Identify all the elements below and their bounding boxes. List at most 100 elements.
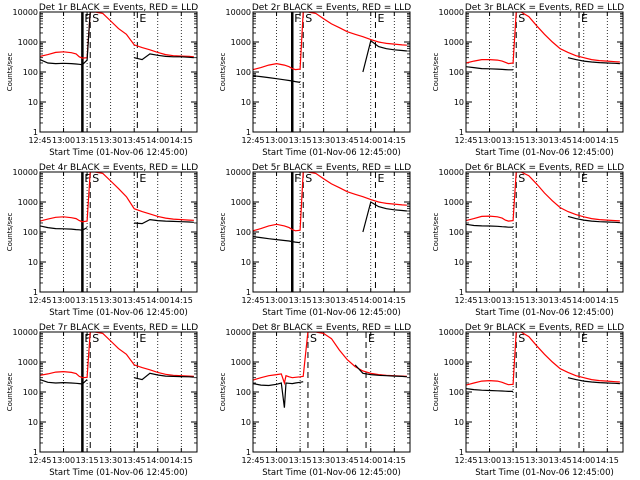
series-line-events [466,215,620,228]
y-tick-label: 1 [33,288,38,297]
y-tick-label: 1000 [444,358,464,367]
chart-panel-1: Det 1r BLACK = Events, RED = LLD Counts/s… [6,3,198,158]
x-tick-label: 14:00 [146,456,169,465]
marker-label-S: S [518,12,525,25]
marker-label-E: E [368,332,375,345]
chart-panel-2: Det 2r BLACK = Events, RED = LLD Counts/s… [219,3,411,158]
x-tick-label: 13:00 [52,456,75,465]
x-tick-label: 14:15 [596,296,619,305]
marker-label-F: F [84,332,90,345]
y-tick-label: 1000 [231,38,251,47]
y-tick-label: 1000 [231,358,251,367]
x-tick-label: 14:15 [596,456,619,465]
chart-panel-9: Det 9r BLACK = Events, RED = LLD Counts/s… [432,323,624,478]
x-tick-label: 12:45 [454,136,477,145]
x-axis-label: Start Time (01-Nov-06 12:45:00) [49,148,188,158]
x-axis-label: Start Time (01-Nov-06 12:45:00) [49,308,188,318]
x-tick-label: 14:15 [383,136,406,145]
x-tick-label: 13:30 [312,136,335,145]
x-tick-label: 13:30 [525,456,548,465]
y-tick-label: 10000 [13,168,38,177]
x-tick-label: 13:15 [289,456,312,465]
x-tick-label: 12:45 [28,456,51,465]
x-tick-label: 13:45 [549,136,572,145]
plot-frame [252,11,411,133]
chart-title: Det 2r BLACK = Events, RED = LLD [252,3,411,13]
y-axis-label: Counts/sec [219,373,227,412]
x-tick-label: 13:00 [265,456,288,465]
x-tick-label: 12:45 [454,456,477,465]
y-tick-label: 1 [246,288,251,297]
x-tick-label: 13:15 [76,136,99,145]
series-line-lld [466,332,620,386]
y-tick-label: 1000 [444,198,464,207]
x-tick-label: 13:30 [525,136,548,145]
y-tick-label: 10000 [439,8,464,17]
chart-panel-6: Det 6r BLACK = Events, RED = LLD Counts/s… [432,163,624,318]
y-tick-label: 10000 [439,168,464,177]
x-tick-label: 12:45 [241,456,264,465]
x-tick-label: 14:00 [146,136,169,145]
x-tick-label: 14:00 [359,456,382,465]
x-tick-label: 12:45 [454,296,477,305]
series-line-events [253,364,407,408]
y-axis-label: Counts/sec [6,373,14,412]
x-tick-label: 14:15 [170,456,193,465]
x-tick-label: 13:45 [336,456,359,465]
x-tick-label: 12:45 [241,296,264,305]
y-tick-label: 10 [28,418,38,427]
series-line-events [466,57,620,71]
series-line-events [40,218,194,231]
marker-label-F: F [84,12,90,25]
y-tick-label: 1 [33,448,38,457]
marker-label-S: S [518,332,525,345]
y-tick-label: 10000 [13,8,38,17]
x-tick-label: 13:15 [502,456,525,465]
y-tick-label: 100 [236,228,251,237]
series-line-events [40,12,194,66]
plot-frame [465,171,624,293]
y-tick-label: 10000 [226,168,251,177]
marker-label-E: E [377,172,384,185]
y-tick-label: 1 [246,448,251,457]
series-line-lld [40,332,194,379]
x-tick-label: 14:00 [572,296,595,305]
x-tick-label: 14:00 [146,296,169,305]
series-line-events [253,201,407,244]
x-tick-label: 14:00 [572,136,595,145]
y-tick-label: 100 [449,388,464,397]
y-tick-label: 1 [33,128,38,137]
chart-panel-8: Det 8r BLACK = Events, RED = LLD Counts/s… [219,323,411,478]
x-axis-label: Start Time (01-Nov-06 12:45:00) [262,308,401,318]
x-tick-label: 13:45 [549,456,572,465]
plot-frame [39,331,198,453]
chart-panel-7: Det 7r BLACK = Events, RED = LLD Counts/s… [6,323,198,478]
marker-label-S: S [92,332,99,345]
marker-label-S: S [310,332,317,345]
y-tick-label: 10 [28,258,38,267]
x-tick-label: 13:30 [99,136,122,145]
x-tick-label: 14:00 [359,136,382,145]
y-tick-label: 100 [23,68,38,77]
marker-label-E: E [139,172,146,185]
y-axis-label: Counts/sec [432,53,440,92]
marker-label-F: F [84,172,90,185]
x-tick-label: 13:30 [312,456,335,465]
y-tick-label: 1 [459,128,464,137]
y-tick-label: 100 [23,388,38,397]
x-tick-label: 13:00 [265,136,288,145]
series-line-lld [466,172,620,222]
y-tick-label: 1000 [18,358,38,367]
series-line-events [466,377,620,392]
marker-label-S: S [92,172,99,185]
y-axis-label: Counts/sec [432,213,440,252]
x-tick-label: 14:15 [170,296,193,305]
plot-frame [465,11,624,133]
x-tick-label: 13:45 [123,136,146,145]
x-tick-label: 13:30 [99,456,122,465]
x-tick-label: 13:15 [76,456,99,465]
x-tick-label: 13:45 [336,136,359,145]
plot-frame [252,171,411,293]
x-axis-label: Start Time (01-Nov-06 12:45:00) [49,468,188,478]
